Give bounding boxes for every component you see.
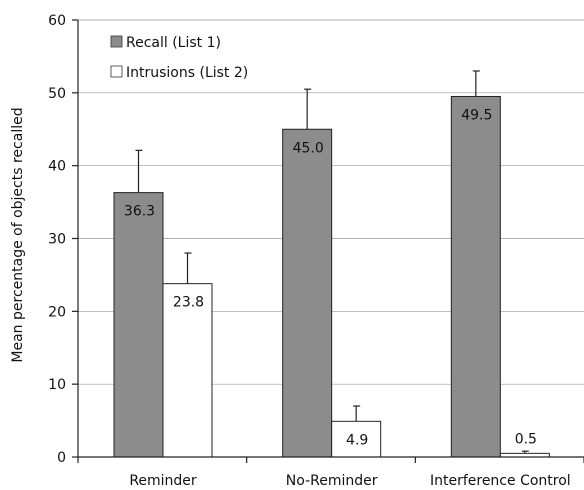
legend-label-intrusions: Intrusions (List 2) bbox=[126, 65, 248, 81]
data-label-1-1: 4.9 bbox=[346, 432, 368, 448]
bar-recall-2 bbox=[450, 95, 501, 458]
data-label-1-0: 23.8 bbox=[173, 295, 204, 311]
bar-intrusions-1 bbox=[331, 420, 382, 458]
axes bbox=[72, 19, 584, 463]
bar-recall-0 bbox=[113, 192, 164, 458]
y-tick-label-20: 20 bbox=[48, 304, 66, 320]
y-tick-label-40: 40 bbox=[48, 159, 66, 175]
legend-swatch-recall bbox=[110, 35, 123, 48]
y-axis-title: Mean percentage of objects recalled bbox=[10, 107, 26, 362]
y-tick-label-30: 30 bbox=[48, 232, 66, 248]
y-tick-label-0: 0 bbox=[57, 450, 66, 466]
data-labels: 36.3 23.8 45.0 4.9 49.5 0.5 bbox=[124, 107, 537, 448]
legend: Recall (List 1) Intrusions (List 2) bbox=[110, 35, 248, 81]
bars bbox=[113, 95, 550, 458]
category-label-0: Reminder bbox=[129, 473, 197, 489]
y-tick-labels: 0 10 20 30 40 50 60 bbox=[48, 13, 66, 466]
legend-swatch-intrusions bbox=[110, 65, 123, 78]
category-label-1: No-Reminder bbox=[286, 473, 378, 489]
legend-label-recall: Recall (List 1) bbox=[126, 35, 221, 51]
data-label-0-0: 36.3 bbox=[124, 204, 155, 220]
category-label-2: Interference Control bbox=[430, 473, 571, 489]
y-tick-label-50: 50 bbox=[48, 86, 66, 102]
y-tick-label-10: 10 bbox=[48, 377, 66, 393]
error-bars bbox=[135, 70, 529, 454]
data-label-0-2: 49.5 bbox=[461, 107, 492, 123]
bar-recall-1 bbox=[282, 128, 333, 458]
category-labels: Reminder No-Reminder Interference Control bbox=[129, 473, 570, 489]
data-label-1-2: 0.5 bbox=[515, 431, 537, 447]
data-label-0-1: 45.0 bbox=[293, 140, 324, 156]
y-tick-label-60: 60 bbox=[48, 13, 66, 29]
